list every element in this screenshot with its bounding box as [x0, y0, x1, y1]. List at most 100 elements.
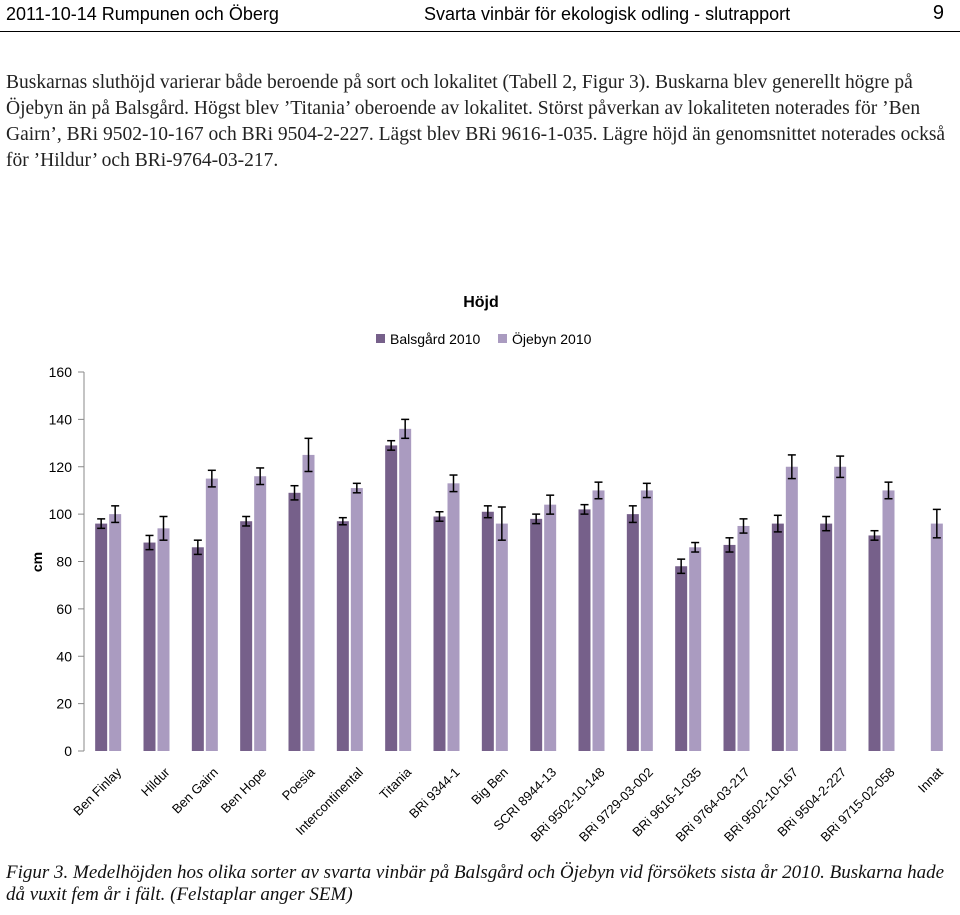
- error-bar: [207, 469, 216, 488]
- error-bar: [546, 494, 555, 515]
- error-bar: [159, 515, 168, 541]
- legend-label-series2: Öjebyn 2010: [512, 330, 592, 347]
- y-tick-label: 140: [49, 411, 73, 427]
- bar-ojebyn: [640, 490, 653, 751]
- y-axis-ticks: 0 20 40 60 80 100 120 140 160: [49, 364, 85, 759]
- bar-balsgard: [481, 511, 494, 751]
- y-tick-label: 20: [56, 696, 72, 712]
- error-bar: [483, 505, 492, 519]
- bar-ojebyn: [785, 466, 798, 751]
- x-tick-label: Ben Hope: [218, 765, 269, 816]
- error-bar: [594, 481, 603, 500]
- bar-balsgard: [95, 523, 108, 751]
- bar-ojebyn: [495, 523, 508, 751]
- header-title: Svarta vinbär för ekologisk odling - slu…: [424, 4, 791, 24]
- error-bar: [435, 511, 444, 522]
- bar-balsgard: [868, 535, 881, 751]
- error-bar: [145, 534, 154, 551]
- bar-ojebyn: [302, 454, 315, 751]
- bar-ojebyn: [350, 488, 363, 751]
- plot-area: [95, 418, 943, 751]
- x-tick-label: BRi 9344-1: [406, 765, 463, 822]
- y-tick-label: 40: [56, 648, 72, 664]
- bar-balsgard: [771, 523, 784, 751]
- x-tick-label: Hildur: [138, 764, 173, 799]
- x-tick-label: Poesia: [279, 764, 318, 803]
- error-bar: [387, 439, 396, 451]
- error-bar: [773, 514, 782, 533]
- x-tick-label: Innat: [915, 764, 946, 795]
- bar-balsgard: [626, 514, 639, 751]
- bar-balsgard: [336, 521, 349, 751]
- error-bar: [836, 455, 845, 479]
- page-number: 9: [932, 2, 944, 24]
- bar-ojebyn: [882, 490, 895, 751]
- chart-legend: Balsgård 2010 Öjebyn 2010: [376, 330, 592, 347]
- legend-label-series1: Balsgård 2010: [390, 331, 481, 347]
- body-paragraph: Buskarnas sluthöjd varierar både beroend…: [6, 72, 946, 171]
- header-left: 2011-10-14 Rumpunen och Öberg: [6, 4, 279, 24]
- chart-title: Höjd: [463, 294, 499, 311]
- error-bar: [580, 503, 589, 515]
- error-bar: [870, 529, 879, 541]
- y-tick-label: 80: [56, 554, 72, 570]
- error-bar: [628, 505, 637, 524]
- bar-balsgard: [191, 547, 204, 751]
- y-tick-label: 60: [56, 601, 72, 617]
- bar-balsgard: [288, 492, 301, 751]
- figure-caption: Figur 3. Medelhöjden hos olika sorter av…: [6, 862, 945, 905]
- error-bar: [111, 505, 120, 524]
- error-bar: [352, 482, 361, 494]
- header-rule: [0, 31, 960, 32]
- error-bar: [932, 508, 941, 539]
- y-tick-label: 0: [64, 743, 72, 759]
- y-tick-label: 120: [49, 459, 73, 475]
- error-bar: [532, 513, 541, 525]
- error-bar: [97, 518, 106, 530]
- error-bar: [338, 516, 347, 526]
- bar-balsgard: [385, 445, 398, 751]
- legend-swatch-series2: [498, 334, 507, 343]
- bar-balsgard: [143, 542, 156, 751]
- bar-ojebyn: [109, 514, 122, 751]
- bar-ojebyn: [205, 478, 218, 751]
- bar-balsgard: [240, 521, 253, 751]
- legend-swatch-series1: [376, 334, 385, 343]
- error-bar: [256, 467, 265, 486]
- error-bar: [822, 515, 831, 532]
- bar-ojebyn: [689, 547, 702, 751]
- bar-balsgard: [530, 518, 543, 751]
- bar-ojebyn: [930, 523, 943, 751]
- y-axis-label: cm: [29, 552, 45, 572]
- y-tick-label: 100: [49, 506, 73, 522]
- bar-balsgard: [723, 544, 736, 751]
- error-bar: [725, 537, 734, 553]
- bar-ojebyn: [544, 504, 557, 751]
- x-tick-label: Ben Gairn: [169, 765, 221, 817]
- y-tick-label: 160: [49, 364, 73, 380]
- x-tick-label: Titania: [376, 764, 414, 802]
- bar-balsgard: [675, 566, 688, 751]
- bar-ojebyn: [834, 466, 847, 751]
- error-bar: [290, 484, 299, 501]
- error-bar: [449, 474, 458, 493]
- bar-balsgard: [433, 516, 446, 751]
- bar-ojebyn: [447, 483, 460, 751]
- bar-balsgard: [820, 523, 833, 751]
- bar-ojebyn: [157, 528, 170, 751]
- bar-ojebyn: [592, 490, 605, 751]
- x-tick-label: Ben Finlay: [70, 764, 124, 818]
- error-bar: [691, 541, 700, 553]
- bar-ojebyn: [737, 525, 750, 751]
- error-bar: [401, 418, 410, 440]
- bar-balsgard: [578, 509, 591, 751]
- error-bar: [787, 454, 796, 480]
- error-bar: [497, 506, 506, 541]
- error-bar: [739, 518, 748, 534]
- bar-ojebyn: [254, 476, 267, 751]
- error-bar: [242, 515, 251, 527]
- error-bar: [193, 539, 202, 556]
- error-bar: [884, 481, 893, 500]
- bar-ojebyn: [399, 428, 412, 751]
